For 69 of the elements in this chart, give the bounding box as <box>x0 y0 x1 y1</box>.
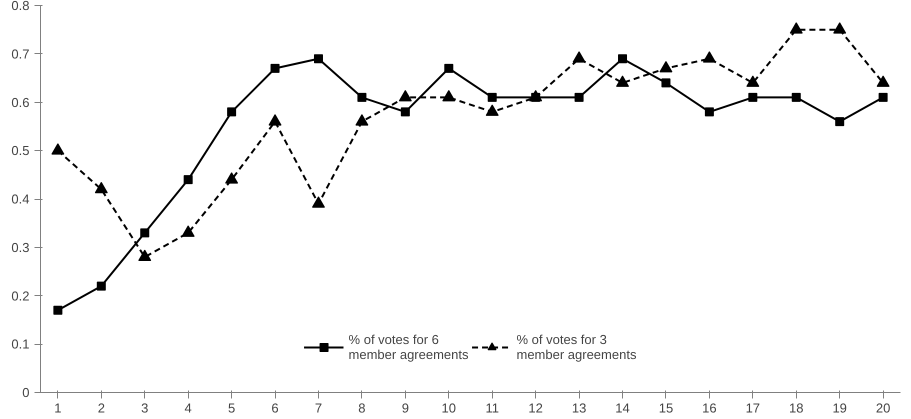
y-tick-label: 0.3 <box>11 240 30 255</box>
point <box>746 75 760 87</box>
point <box>357 92 366 102</box>
x-tick-label: 15 <box>658 400 674 416</box>
x-tick-label: 3 <box>141 400 148 416</box>
point <box>876 75 890 87</box>
point <box>182 225 195 237</box>
y-tick-label: 0.5 <box>11 143 30 158</box>
x-tick-label: 9 <box>402 400 409 416</box>
point <box>835 117 844 126</box>
y-tick-label: 0.2 <box>11 288 30 304</box>
point <box>94 182 108 194</box>
point <box>790 22 803 34</box>
x-tick-label: 11 <box>485 400 499 416</box>
point <box>355 114 368 126</box>
point <box>138 250 152 262</box>
point <box>400 107 410 116</box>
x-tick-label: 20 <box>876 400 890 416</box>
point <box>661 78 670 88</box>
point <box>572 51 586 63</box>
legend-label: % of votes for 6 member agreements <box>348 332 468 362</box>
y-tick-label: 0.6 <box>11 94 30 110</box>
point <box>702 51 716 63</box>
y-tick-label: 0.1 <box>11 336 30 352</box>
point <box>488 92 497 102</box>
x-tick-label: 18 <box>789 400 804 416</box>
point <box>184 175 193 184</box>
point <box>442 90 456 102</box>
point <box>444 64 454 73</box>
legend-label: % of votes for 3 member agreements <box>516 332 636 362</box>
point <box>96 282 106 291</box>
x-tick-label: 14 <box>615 400 630 416</box>
point <box>398 90 412 102</box>
point <box>878 92 888 102</box>
x-tick-label: 8 <box>358 400 366 416</box>
y-tick-label: 0.7 <box>11 46 30 62</box>
point <box>268 114 282 126</box>
point <box>616 75 630 87</box>
point <box>53 306 62 315</box>
point <box>574 92 584 102</box>
x-tick-label: 5 <box>228 400 236 416</box>
point <box>704 107 714 116</box>
x-tick-label: 10 <box>442 400 456 416</box>
point <box>618 54 628 64</box>
y-tick-label: 0.4 <box>11 192 30 206</box>
point <box>659 60 672 72</box>
y-tick-label: 0 <box>22 385 30 400</box>
point <box>227 107 236 116</box>
x-tick-label: 2 <box>98 400 105 416</box>
point <box>486 104 499 116</box>
x-tick-label: 1 <box>54 400 62 416</box>
y-tick-label: 0.8 <box>11 0 30 13</box>
x-tick-label: 12 <box>528 400 543 416</box>
x-tick-label: 17 <box>746 400 760 416</box>
point <box>792 92 801 102</box>
x-tick-label: 4 <box>184 400 192 416</box>
x-tick-label: 19 <box>832 400 847 416</box>
point <box>748 92 758 102</box>
point <box>833 22 846 34</box>
x-tick-label: 16 <box>702 400 717 416</box>
point <box>314 54 323 64</box>
point <box>51 143 64 155</box>
point <box>312 196 325 208</box>
x-tick-label: 7 <box>314 400 322 416</box>
x-tick-label: 13 <box>572 400 586 416</box>
point <box>225 172 238 184</box>
point <box>270 64 280 73</box>
point <box>140 228 150 238</box>
x-tick-label: 6 <box>271 400 279 416</box>
